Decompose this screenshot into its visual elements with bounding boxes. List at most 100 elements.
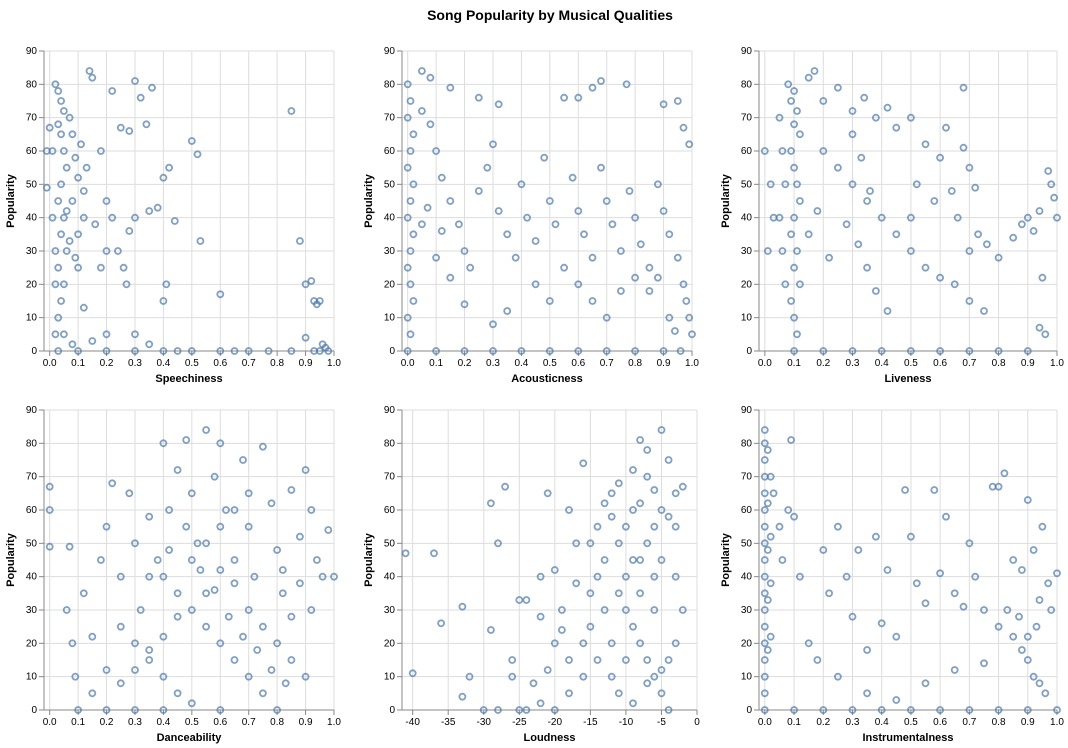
scatter-point — [301, 466, 310, 474]
scatter-point — [486, 499, 495, 508]
y-tick-label: 20 — [26, 638, 38, 649]
y-axis-title: Popularity — [363, 173, 375, 228]
scatter-point — [281, 679, 290, 688]
scatter-point — [536, 612, 545, 621]
scatter-point — [224, 612, 233, 621]
y-axis-title: Popularity — [5, 173, 17, 228]
scatter-point — [872, 287, 880, 295]
y-tick-label: 70 — [384, 113, 396, 124]
scatter-point — [760, 689, 769, 698]
scatter-point — [892, 696, 901, 704]
x-tick-label: 0.3 — [128, 717, 142, 728]
scatter-point — [560, 93, 568, 102]
scatter-point — [1023, 632, 1032, 641]
scatter-point — [588, 83, 597, 92]
scatter-point — [657, 556, 666, 564]
scatter-point — [97, 556, 105, 564]
scatter-point — [671, 522, 680, 531]
scatter-point — [1018, 646, 1026, 654]
scatter-point — [1041, 689, 1050, 698]
scatter-point — [636, 639, 644, 648]
scatter-point — [787, 97, 795, 105]
scatter-point — [173, 347, 182, 355]
scatter-point — [983, 240, 991, 249]
scatter-point — [769, 489, 778, 498]
scatter-point — [574, 280, 583, 289]
scatter-point — [437, 173, 446, 182]
scatter-point — [403, 313, 412, 322]
scatter-point — [631, 273, 639, 282]
scatter-point — [62, 247, 71, 255]
scatter-point — [409, 130, 418, 139]
scatter-point — [796, 197, 804, 205]
x-axis-title: Acousticness — [511, 373, 583, 385]
scatter-point — [645, 263, 654, 272]
scatter-point — [145, 572, 154, 581]
scatter-point — [403, 347, 412, 355]
scatter-point — [980, 606, 988, 614]
scatter-point — [671, 639, 680, 648]
scatter-point — [930, 197, 939, 205]
scatter-point — [437, 227, 446, 235]
scatter-point — [125, 227, 134, 235]
scatter-point — [54, 313, 63, 322]
scatter-point — [1050, 193, 1058, 202]
x-tick-label: 0.4 — [156, 358, 170, 369]
scatter-point — [793, 247, 801, 255]
scatter-point — [287, 486, 296, 494]
x-tick-label: 1.0 — [685, 358, 699, 369]
scatter-point — [804, 639, 813, 648]
x-tick-label: 0.8 — [628, 358, 642, 369]
scatter-point — [565, 656, 573, 664]
scatter-point — [766, 632, 775, 641]
scatter-point — [278, 589, 287, 598]
scatter-point — [244, 672, 253, 681]
scatter-point — [51, 247, 60, 255]
y-tick-label: 90 — [384, 46, 396, 57]
scatter-point — [60, 107, 68, 115]
scatter-point — [74, 173, 82, 182]
scatter-point — [62, 207, 71, 215]
scatter-point — [79, 187, 88, 195]
x-tick-label: 0.2 — [458, 358, 472, 369]
x-tick-label: 0.9 — [1021, 717, 1035, 728]
scatter-point — [586, 589, 595, 598]
scatter-point — [307, 277, 316, 285]
x-tick-label: 0.9 — [657, 358, 671, 369]
scatter-point — [489, 347, 497, 355]
scatter-point — [540, 153, 549, 162]
scatter-point — [760, 506, 769, 514]
scatter-point — [536, 572, 545, 581]
scatter-point — [273, 546, 282, 554]
scatter-point — [330, 572, 338, 581]
scatter-point — [1053, 569, 1061, 578]
y-tick-label: 80 — [26, 438, 38, 449]
scatter-point — [787, 297, 795, 305]
scatter-point — [622, 572, 630, 581]
scatter-point — [65, 542, 74, 551]
scatter-point — [244, 606, 253, 614]
scatter-point — [579, 639, 588, 648]
y-tick-label: 90 — [741, 46, 753, 57]
y-tick-label: 30 — [741, 246, 753, 257]
scatter-point — [813, 207, 822, 215]
panel-instrumentalness: 0 10 20 30 40 50 60 70 80 90 0.0 0.1 0.2 0.3 0.4 0.5 0.6… — [720, 405, 1064, 744]
scatter-point — [230, 347, 239, 355]
scatter-point — [173, 589, 182, 598]
scatter-point — [196, 566, 205, 574]
scatter-point — [588, 253, 597, 262]
scatter-point — [239, 632, 247, 641]
scatter-point — [432, 347, 441, 355]
scatter-point — [79, 213, 88, 222]
scatter-point — [273, 706, 282, 714]
scatter-point — [483, 163, 492, 172]
scatter-point — [965, 297, 974, 305]
scatter-point — [659, 347, 668, 355]
scatter-point — [907, 213, 915, 222]
scatter-point — [517, 347, 526, 355]
scatter-point — [122, 280, 131, 289]
scatter-point — [860, 93, 869, 102]
scatter-point — [883, 103, 892, 112]
scatter-point — [550, 639, 559, 648]
